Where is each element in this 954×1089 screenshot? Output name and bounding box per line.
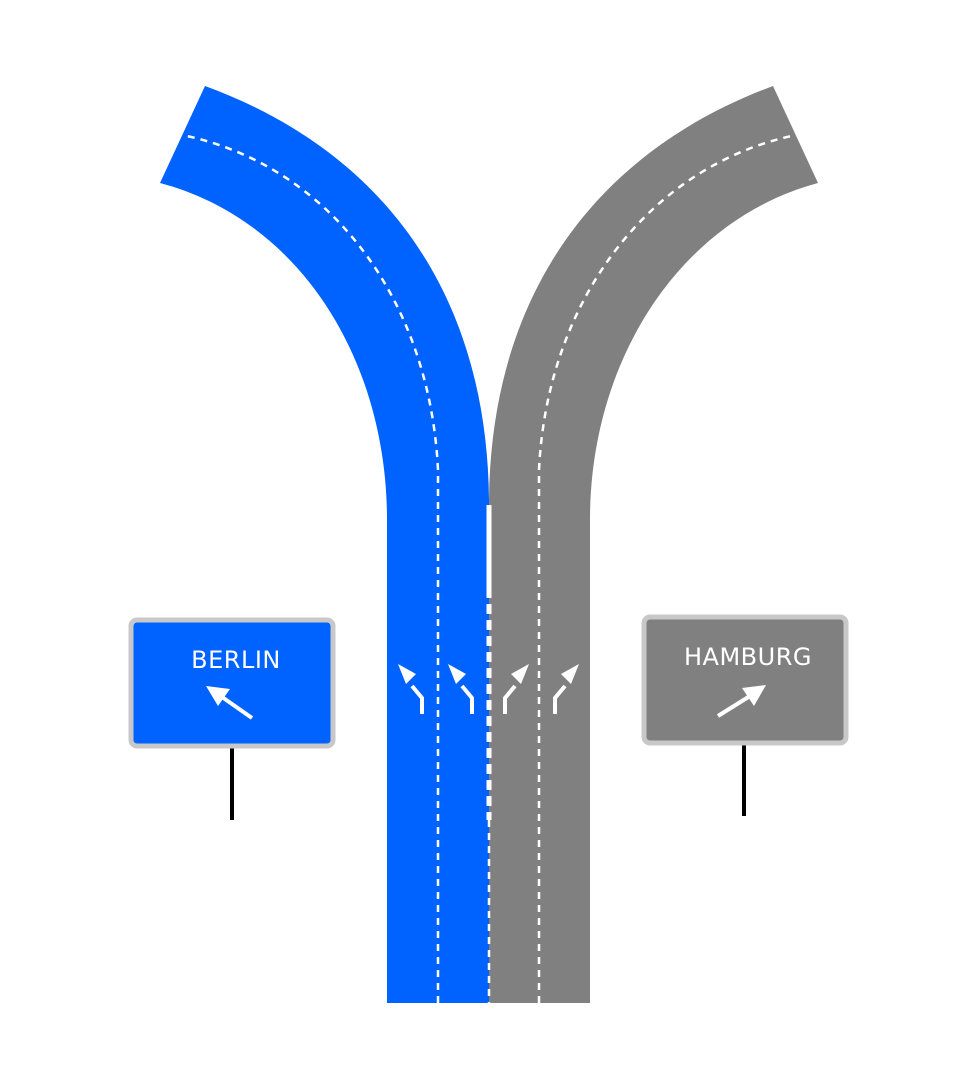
berlin-sign-label: BERLIN: [191, 646, 281, 674]
right-lane-divider: [537, 133, 797, 1003]
hamburg-sign: HAMBURG: [641, 614, 849, 816]
hamburg-sign-board: [641, 614, 849, 746]
curved-right-arrow-icon: [503, 664, 529, 714]
berlin-sign-board: [128, 617, 336, 749]
left-lane-divider: [181, 133, 440, 1003]
up-left-arrow-icon: [206, 686, 254, 720]
up-right-arrow-icon: [716, 685, 766, 718]
berlin-sign: BERLIN: [128, 617, 336, 820]
curved-right-arrow-icon: [553, 664, 579, 714]
curved-left-arrow-icon: [398, 664, 424, 714]
right-road: [489, 86, 818, 1003]
hamburg-sign-label: HAMBURG: [684, 643, 812, 671]
left-road: [160, 86, 489, 1003]
curved-left-arrow-icon: [448, 664, 474, 714]
